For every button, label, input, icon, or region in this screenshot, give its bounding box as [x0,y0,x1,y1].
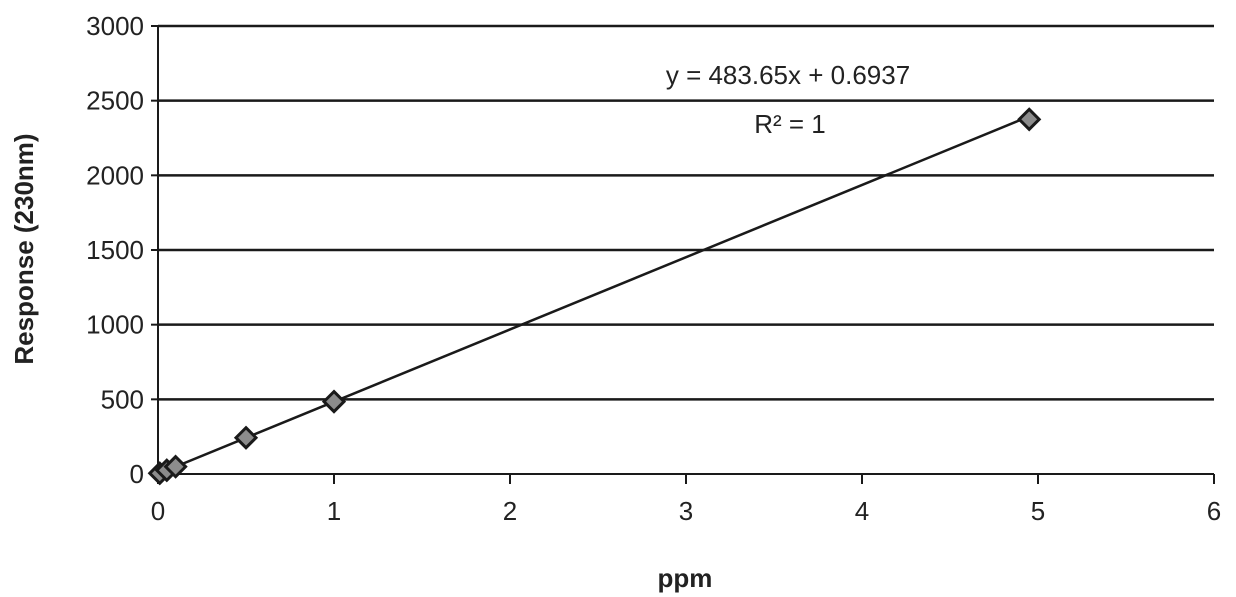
y-tick-label: 0 [130,459,144,489]
data-point-2 [163,454,188,479]
x-tick-label: 1 [327,496,341,526]
gridlines [158,24,1214,401]
x-tick-label: 0 [151,496,165,526]
data-point-5 [1017,107,1042,132]
x-axis-title: ppm [658,563,713,593]
trendline [157,115,1030,476]
data-point-4 [321,389,347,414]
data-points [147,107,1042,486]
x-tick-label: 4 [855,496,869,526]
trendline-equation: y = 483.65x + 0.6937 [666,60,910,90]
trendline-layer [157,115,1030,476]
data-point-3 [233,425,259,450]
x-tick-label: 6 [1207,496,1221,526]
y-tick-label: 1500 [86,235,144,265]
y-tick-label: 3000 [86,11,144,41]
r-squared-label: R² = 1 [754,109,826,139]
y-tick-label: 2000 [86,160,144,190]
x-tick-label: 2 [503,496,517,526]
y-tick-label: 1000 [86,310,144,340]
y-tick-label: 2500 [86,86,144,116]
x-tick-label: 5 [1031,496,1045,526]
axes [151,25,1215,484]
y-axis-title: Response (230nm) [9,133,39,364]
tick-labels: 0 500 1000 1500 2000 2500 3000 0 1 2 3 4 5 6 [86,11,1221,526]
y-tick-label: 500 [101,384,144,414]
x-tick-label: 3 [679,496,693,526]
